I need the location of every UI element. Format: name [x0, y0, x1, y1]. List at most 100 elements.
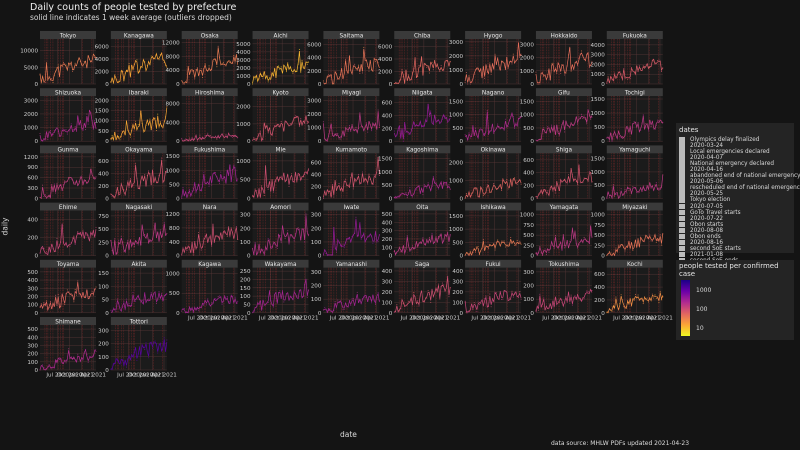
data-point	[535, 71, 537, 73]
data-point	[337, 132, 339, 135]
panel-strip	[110, 259, 167, 268]
data-point	[72, 70, 74, 72]
data-point	[490, 73, 492, 75]
data-point	[158, 59, 160, 61]
x-tick-label: Jul 2020	[116, 373, 140, 379]
data-point	[94, 119, 96, 121]
series-line-aomori	[252, 215, 309, 256]
data-point	[408, 133, 410, 135]
y-tick-label: 5000	[236, 42, 251, 48]
data-point	[440, 65, 442, 67]
data-point	[591, 289, 593, 292]
data-point	[348, 125, 351, 127]
data-point	[267, 301, 269, 304]
data-point	[577, 184, 579, 186]
data-point	[61, 128, 63, 130]
data-point	[325, 138, 327, 140]
y-tick-label: 1000	[449, 227, 464, 233]
data-point	[339, 245, 341, 247]
y-tick-label: 500	[594, 233, 605, 239]
data-point	[56, 182, 58, 184]
y-tick-label: 1500	[449, 214, 464, 220]
data-point	[329, 75, 331, 78]
data-point	[482, 238, 484, 241]
data-point	[77, 280, 79, 282]
y-tick-label: 250	[523, 243, 534, 249]
dates-legend-label: 2020-03-24	[690, 143, 724, 150]
dates-legend-label: GoTo Travel starts	[690, 209, 741, 216]
data-point	[95, 176, 97, 178]
data-point	[632, 186, 634, 188]
legend-key-line-icon	[679, 239, 685, 246]
data-point	[114, 308, 116, 310]
data-point	[82, 129, 84, 131]
data-point	[183, 139, 185, 141]
y-tick-label: 1000	[24, 126, 39, 132]
data-point	[334, 300, 336, 302]
data-point	[347, 130, 349, 132]
data-point	[144, 233, 146, 235]
y-tick-label: 400	[311, 172, 322, 178]
legend-key-line-icon	[679, 185, 685, 191]
data-point	[548, 251, 550, 253]
data-point	[68, 176, 70, 178]
data-point	[136, 298, 138, 300]
x-tick-label: Oct 2020	[340, 315, 366, 321]
data-point	[216, 66, 218, 68]
y-tick-label: 300	[240, 213, 251, 219]
data-point	[294, 115, 297, 117]
data-point	[86, 113, 88, 115]
data-point	[230, 227, 232, 229]
data-point	[211, 302, 213, 304]
panel-background	[110, 39, 167, 84]
series-line-tokyo	[39, 53, 97, 83]
panel-strip	[181, 145, 238, 154]
data-point	[367, 235, 369, 237]
x-tick-label: Jan 2021	[422, 315, 448, 321]
series-line-ishikawa	[464, 238, 522, 256]
data-point	[304, 241, 306, 243]
data-point	[135, 300, 137, 302]
panel-strip	[323, 259, 380, 268]
data-point	[333, 196, 335, 198]
panel-strip	[465, 259, 522, 268]
data-point	[508, 297, 510, 299]
data-point	[94, 176, 96, 178]
data-point	[45, 61, 48, 64]
data-point	[287, 62, 289, 64]
series-line-hokkaido	[535, 46, 593, 84]
data-point	[360, 125, 362, 128]
panel-background	[535, 96, 592, 142]
data-point	[374, 61, 377, 63]
data-point	[125, 298, 128, 300]
panel-strip-label: Shizuoka	[55, 91, 81, 97]
data-point	[558, 135, 560, 137]
data-point	[374, 176, 377, 178]
y-tick-label: 2000	[24, 112, 39, 118]
data-point	[149, 118, 151, 120]
data-point	[74, 288, 76, 291]
data-point	[276, 247, 278, 249]
data-point	[504, 118, 507, 120]
data-point	[322, 121, 324, 123]
data-point	[608, 250, 610, 252]
data-point	[124, 309, 126, 311]
series-line-tottori	[110, 339, 168, 370]
data-point	[337, 299, 339, 301]
dates-legend-label: Tokyo election	[690, 197, 731, 204]
panel-strip-label: Niigata	[412, 91, 433, 97]
y-tick-label: 0	[389, 139, 393, 145]
y-tick-label: 0	[389, 82, 393, 88]
y-tick-label: 1000	[165, 168, 180, 174]
data-point	[335, 251, 337, 253]
series-line-saitama	[323, 48, 380, 85]
data-point	[57, 64, 59, 66]
data-point	[43, 301, 45, 304]
panel-strip	[252, 145, 309, 154]
panel-strip	[181, 88, 238, 97]
x-tick-label: Oct 2020	[411, 315, 437, 321]
data-point	[144, 349, 146, 351]
data-point	[421, 242, 423, 244]
data-point	[356, 69, 358, 71]
data-point	[254, 138, 256, 140]
